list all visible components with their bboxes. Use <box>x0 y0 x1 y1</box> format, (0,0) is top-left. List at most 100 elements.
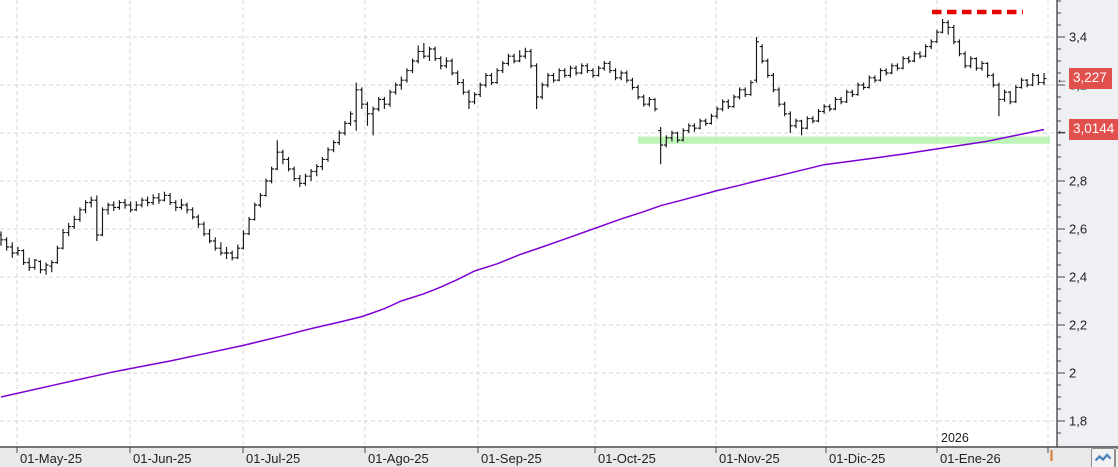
y-axis-label: 1,8 <box>1069 414 1087 429</box>
ohlc-bar <box>291 166 297 181</box>
year-divider-label: 2026 <box>941 431 969 445</box>
ohlc-bar <box>449 58 455 76</box>
ohlc-bar <box>455 70 461 85</box>
ohlc-bar <box>855 82 861 96</box>
ohlc-bar <box>133 201 139 211</box>
ohlc-bar <box>162 191 167 202</box>
y-axis-label: 2,8 <box>1069 174 1087 189</box>
ohlc-bar <box>613 68 618 81</box>
support-band-layer <box>638 136 1050 144</box>
ohlc-bar <box>252 202 258 221</box>
ohlc-bar <box>218 242 224 256</box>
ohlc-bar <box>596 65 602 77</box>
ohlc-bar <box>618 70 624 81</box>
ohlc-bar <box>697 118 703 130</box>
ohlc-bar <box>506 53 511 66</box>
ohlc-bar <box>663 135 669 148</box>
ohlc-bar <box>551 73 556 83</box>
ohlc-bar <box>737 87 742 100</box>
ohlc-bar <box>720 99 726 112</box>
ohlc-bar <box>522 47 528 59</box>
ohlc-bar <box>472 92 477 105</box>
ohlc-bar <box>286 157 291 172</box>
ohlc-bar <box>122 199 128 209</box>
x-axis-label: 01-Ene-26 <box>940 451 1001 466</box>
ohlc-bar <box>60 229 66 250</box>
x-axis-label: 01-Sep-25 <box>481 451 542 466</box>
ohlc-bar <box>15 247 21 256</box>
ohlc-bar <box>184 202 190 214</box>
ohlc-bar <box>866 75 872 89</box>
ohlc-bar <box>692 123 697 132</box>
ohlc-bar <box>353 82 359 131</box>
ohlc-bar <box>314 164 320 177</box>
ohlc-bar <box>658 127 664 165</box>
clipped-button[interactable] <box>1115 448 1118 467</box>
ohlc-bar <box>539 82 545 100</box>
y-axis-label: 2 <box>1069 366 1076 381</box>
ohlc-bar <box>911 51 917 63</box>
ohlc-bar <box>9 242 15 258</box>
time-axis-panel[interactable] <box>0 447 1118 467</box>
x-axis-label: 01-Dic-25 <box>829 451 885 466</box>
ohlc-bar <box>1024 79 1030 88</box>
ohlc-bar <box>235 244 241 259</box>
ohlc-bar <box>793 118 799 129</box>
ohlc-bar <box>404 68 410 83</box>
ohlc-bar <box>573 65 579 76</box>
ohlc-bar <box>280 149 286 165</box>
ohlc-bar <box>415 45 421 64</box>
y-axis-label: 2,6 <box>1069 222 1087 237</box>
ohlc-bar <box>38 260 43 274</box>
ohlc-bar <box>100 207 105 237</box>
ohlc-bar <box>917 51 923 59</box>
ohlc-bar <box>201 221 207 237</box>
ma-line-layer <box>0 128 1045 398</box>
ohlc-bar <box>145 196 150 207</box>
ohlc-bar <box>336 130 342 145</box>
ohlc-bar <box>810 116 816 124</box>
ohlc-bar <box>568 65 573 78</box>
ohlc-bar <box>968 56 974 69</box>
ohlc-bar <box>319 157 325 171</box>
ohlc-bar <box>680 128 686 142</box>
ohlc-bar <box>269 166 275 184</box>
ohlc-bar <box>1019 77 1024 89</box>
ohlc-bar <box>257 193 263 208</box>
gridlines <box>0 0 1057 447</box>
ohlc-bar <box>962 51 968 69</box>
ohlc-bar <box>500 61 506 73</box>
ohlc-bar <box>731 94 737 108</box>
ohlc-bar <box>88 196 94 208</box>
ohlc-bar <box>906 56 912 64</box>
x-axis-label: 01-Ago-25 <box>368 451 429 466</box>
left-arrow-icon: ← <box>1056 71 1068 86</box>
ohlc-bar <box>263 178 269 197</box>
ohlc-bar <box>489 73 494 85</box>
ohlc-bar <box>675 131 680 143</box>
ohlc-bar <box>534 63 540 109</box>
ohlc-bar <box>370 106 376 136</box>
ohlc-bars <box>0 19 1047 275</box>
ohlc-bar <box>359 87 365 109</box>
x-axis-label: 01-Nov-25 <box>719 451 780 466</box>
x-axis[interactable]: 01-May-25 01-Jun-25 01-Jul-25 01-Ago-25 01-S… <box>16 447 1053 466</box>
ohlc-bar <box>1041 73 1047 85</box>
ohlc-bar <box>398 76 404 90</box>
ohlc-bar <box>483 73 489 88</box>
y-axis-label: 2,2 <box>1069 318 1087 333</box>
ohlc-bar <box>799 119 804 136</box>
ohlc-bar <box>393 82 399 95</box>
ohlc-bar <box>844 89 850 103</box>
ohlc-bar <box>708 113 714 125</box>
series-style-button[interactable] <box>1091 448 1115 467</box>
ohlc-bar <box>49 260 55 273</box>
ohlc-bar <box>878 68 883 82</box>
ohlc-bar <box>759 44 765 64</box>
ohlc-bar <box>173 200 179 211</box>
ma-price-marker: ← 3,0144 <box>1056 119 1118 141</box>
ohlc-bar <box>861 82 867 90</box>
moving-average-line <box>0 128 1045 398</box>
y-axis-label: 2,4 <box>1069 270 1087 285</box>
